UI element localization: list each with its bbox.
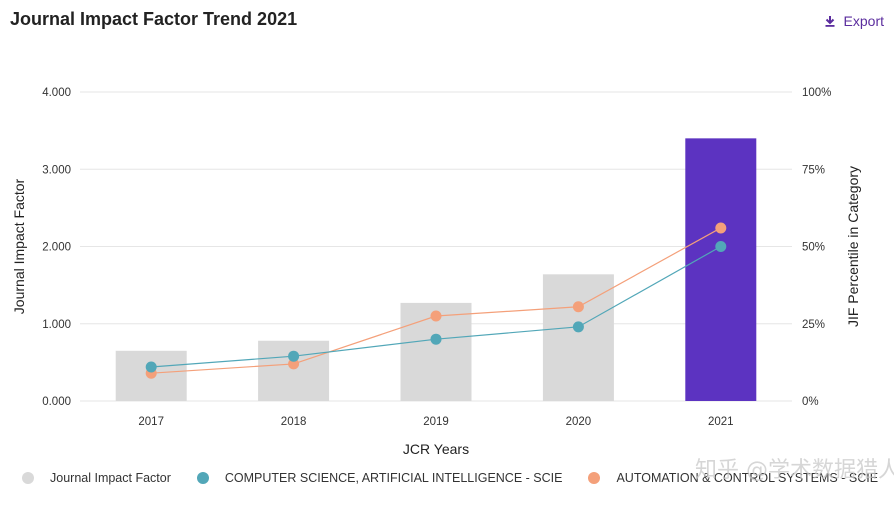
x-tick-label: 2018 [281, 416, 307, 428]
legend-item-auto[interactable]: AUTOMATION & CONTROL SYSTEMS - SCIE [588, 471, 878, 485]
legend-label-cs: COMPUTER SCIENCE, ARTIFICIAL INTELLIGENC… [224, 471, 563, 485]
series-point [145, 361, 157, 373]
legend-label-auto: AUTOMATION & CONTROL SYSTEMS - SCIE [616, 471, 879, 485]
x-tick-label: 2021 [708, 416, 734, 428]
export-label: Export [843, 13, 884, 29]
series-point [572, 301, 584, 313]
series-point [572, 321, 584, 333]
bar [542, 274, 614, 401]
legend-swatch-cs [196, 472, 209, 484]
bar [258, 340, 330, 401]
legend-item-jif[interactable]: Journal Impact Factor [22, 471, 171, 485]
y2-tick-label: 0% [802, 396, 819, 408]
series-point [715, 222, 727, 234]
y-axis-title: Journal Impact Factor [11, 178, 27, 314]
legend-swatch-jif [22, 472, 34, 484]
series-point [430, 310, 442, 322]
y2-tick-label: 25% [802, 319, 825, 331]
legend-item-cs[interactable]: COMPUTER SCIENCE, ARTIFICIAL INTELLIGENC… [196, 471, 563, 485]
y-tick-label: 4.000 [42, 87, 71, 99]
series-point [288, 358, 300, 370]
download-icon [824, 15, 836, 27]
chart-legend: Journal Impact Factor COMPUTER SCIENCE, … [22, 471, 894, 485]
y2-tick-label: 50% [802, 242, 825, 254]
x-tick-label: 2020 [566, 416, 592, 428]
legend-label-jif: Journal Impact Factor [50, 471, 171, 485]
export-button[interactable]: Export [824, 13, 884, 29]
y2-axis-title: JIF Percentile in Category [845, 166, 861, 327]
series-point [288, 350, 300, 362]
y-tick-label: 1.000 [42, 319, 71, 331]
y2-tick-label: 100% [802, 87, 831, 99]
chart-title: Journal Impact Factor Trend 2021 [10, 9, 298, 29]
y2-tick-label: 75% [802, 164, 825, 176]
y-tick-label: 0.000 [42, 396, 71, 408]
watermark: 知乎 @学术数据猎人 [695, 458, 894, 483]
series-point [715, 241, 727, 252]
y-tick-label: 2.000 [42, 242, 71, 254]
y-tick-label: 3.000 [42, 164, 71, 176]
series-point [430, 333, 442, 345]
x-axis-title: JCR Years [403, 441, 469, 457]
legend-swatch-auto [588, 472, 601, 484]
bar [685, 138, 757, 401]
x-tick-label: 2017 [138, 416, 164, 428]
x-tick-label: 2019 [423, 416, 449, 428]
